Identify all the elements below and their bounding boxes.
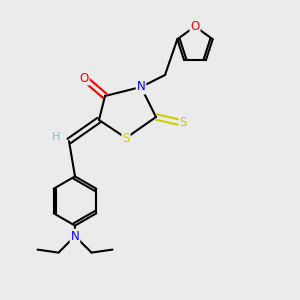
- Text: N: N: [136, 80, 146, 94]
- Text: O: O: [80, 71, 88, 85]
- Text: S: S: [179, 116, 187, 130]
- Text: N: N: [70, 230, 80, 243]
- Text: S: S: [122, 131, 130, 145]
- Text: O: O: [190, 20, 200, 33]
- Text: H: H: [52, 132, 61, 142]
